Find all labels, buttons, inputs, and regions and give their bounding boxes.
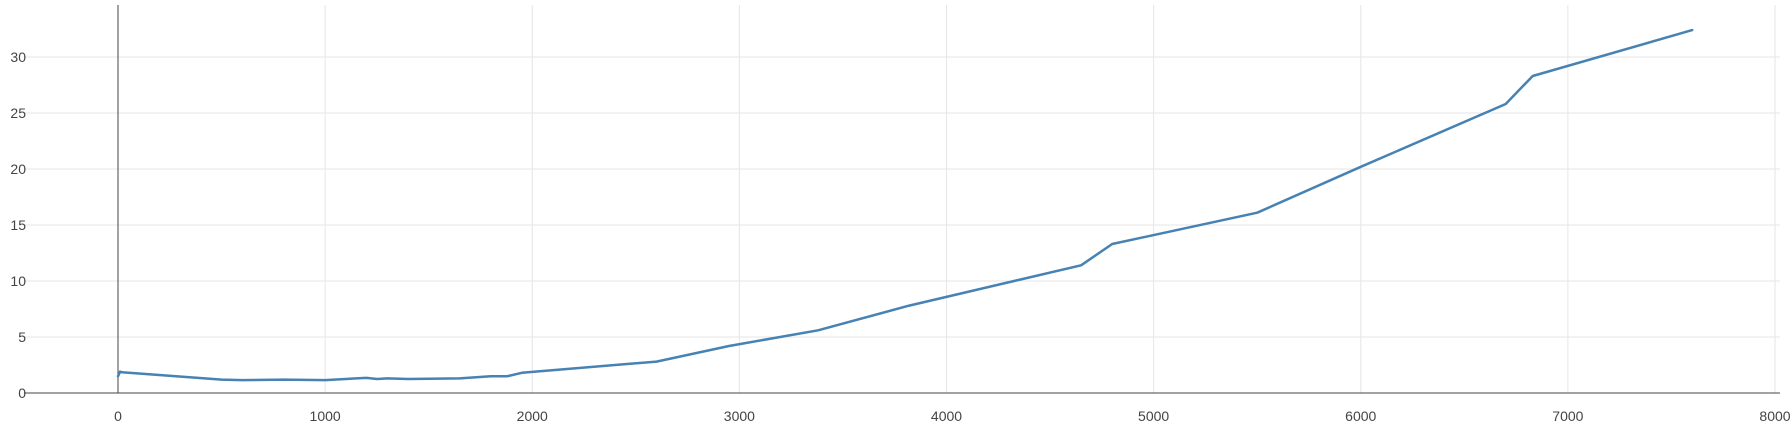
x-tick-label: 0 bbox=[114, 408, 122, 424]
y-tick-label: 30 bbox=[10, 49, 26, 65]
x-tick-label: 8000 bbox=[1759, 408, 1790, 424]
axis-layer bbox=[24, 5, 1780, 394]
y-tick-label: 10 bbox=[10, 273, 26, 289]
x-tick-label: 1000 bbox=[310, 408, 341, 424]
x-tick-label: 2000 bbox=[517, 408, 548, 424]
series-line bbox=[116, 28, 1694, 382]
x-tick-label: 3000 bbox=[724, 408, 755, 424]
y-tick-label: 25 bbox=[10, 105, 26, 121]
y-tick-label: 20 bbox=[10, 161, 26, 177]
y-tick-label: 0 bbox=[18, 385, 26, 401]
grid-layer bbox=[24, 5, 1780, 393]
tick-labels: 0 1000 2000 3000 4000 5000 6000 7000 8000 0 5 10 15 2… bbox=[10, 49, 1790, 424]
y-tick-label: 15 bbox=[10, 217, 26, 233]
y-tick-label: 5 bbox=[18, 329, 26, 345]
x-tick-label: 4000 bbox=[931, 408, 962, 424]
series-layer bbox=[116, 28, 1694, 382]
x-tick-label: 5000 bbox=[1138, 408, 1169, 424]
x-tick-label: 7000 bbox=[1552, 408, 1583, 424]
x-tick-label: 6000 bbox=[1345, 408, 1376, 424]
